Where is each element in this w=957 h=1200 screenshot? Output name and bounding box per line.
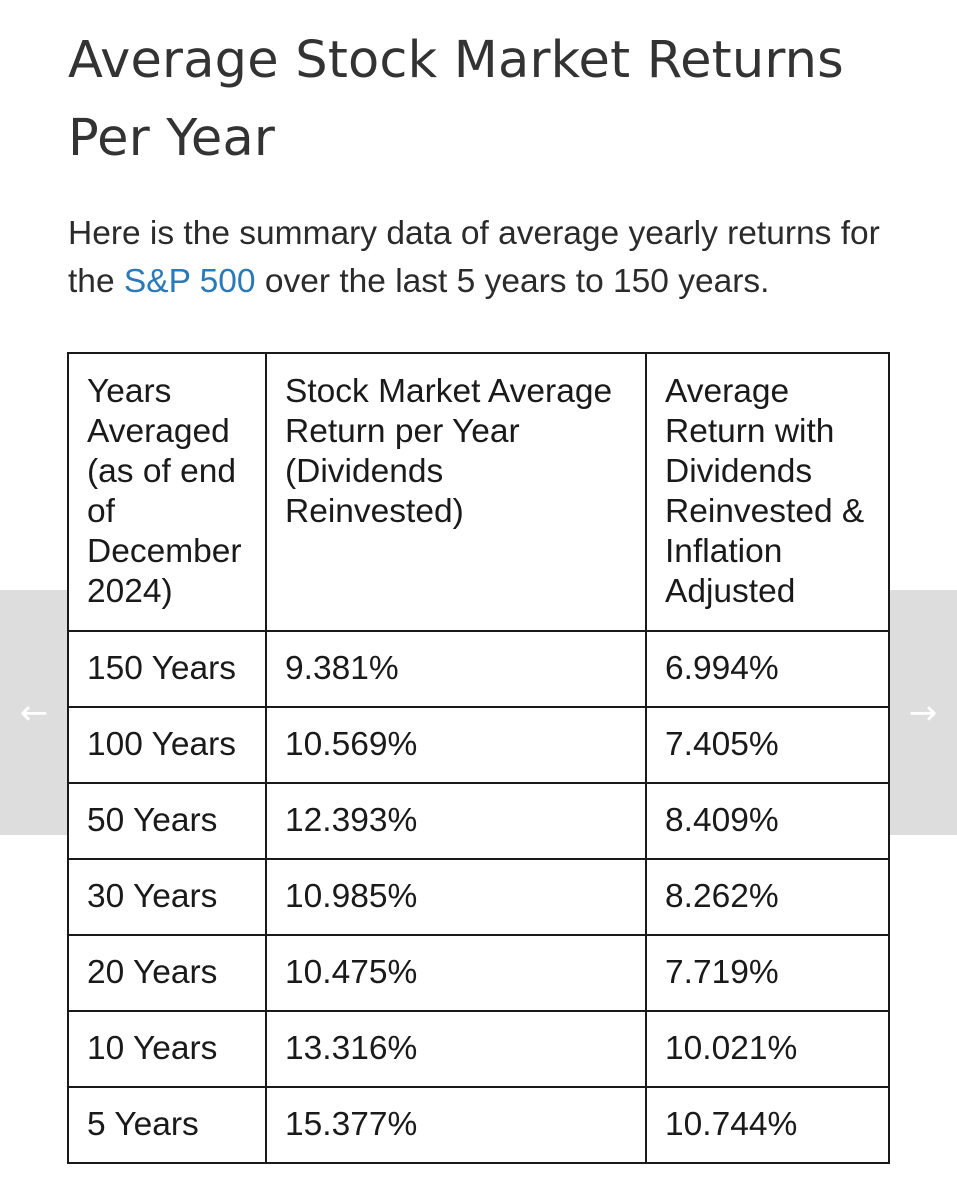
sp500-link[interactable]: S&P 500 [123, 263, 256, 300]
inflation-adjusted-cell: 7.405% [645, 706, 890, 784]
header-inflation-adjusted-return: Average Return with Dividends Reinvested… [645, 352, 890, 632]
years-cell: 50 Years [67, 782, 267, 860]
intro-text-start: Here is the summary data of average year… [68, 215, 880, 300]
header-years-averaged: Years Averaged (as of end of December 20… [67, 352, 267, 632]
table-row: 100 Years 10.569% 7.405% [67, 706, 890, 784]
intro-paragraph: Here is the summary data of average year… [68, 210, 908, 306]
table-row: 5 Years 15.377% 10.744% [67, 1086, 890, 1164]
table-header-row: Years Averaged (as of end of December 20… [67, 352, 890, 632]
inflation-adjusted-cell: 8.409% [645, 782, 890, 860]
average-return-cell: 10.475% [265, 934, 647, 1012]
table-row: 50 Years 12.393% 8.409% [67, 782, 890, 860]
years-cell: 5 Years [67, 1086, 267, 1164]
inflation-adjusted-cell: 7.719% [645, 934, 890, 1012]
inflation-adjusted-cell: 6.994% [645, 630, 890, 708]
average-return-cell: 9.381% [265, 630, 647, 708]
table-row: 10 Years 13.316% 10.021% [67, 1010, 890, 1088]
arrow-left-icon: ← [19, 692, 49, 733]
average-return-cell: 10.985% [265, 858, 647, 936]
years-cell: 10 Years [67, 1010, 267, 1088]
next-button[interactable]: → [889, 590, 957, 835]
average-return-cell: 12.393% [265, 782, 647, 860]
average-return-cell: 13.316% [265, 1010, 647, 1088]
years-cell: 20 Years [67, 934, 267, 1012]
header-average-return: Stock Market Average Return per Year (Di… [265, 352, 647, 632]
intro-text-end: over the last 5 years to 150 years. [255, 263, 770, 300]
table-row: 150 Years 9.381% 6.994% [67, 630, 890, 708]
previous-button[interactable]: ← [0, 590, 68, 835]
returns-table: Years Averaged (as of end of December 20… [67, 352, 890, 1164]
years-cell: 30 Years [67, 858, 267, 936]
years-cell: 150 Years [67, 630, 267, 708]
table-row: 20 Years 10.475% 7.719% [67, 934, 890, 1012]
inflation-adjusted-cell: 10.021% [645, 1010, 890, 1088]
inflation-adjusted-cell: 10.744% [645, 1086, 890, 1164]
table-row: 30 Years 10.985% 8.262% [67, 858, 890, 936]
page-title: Average Stock Market Returns Per Year [68, 31, 844, 168]
average-return-cell: 10.569% [265, 706, 647, 784]
arrow-right-icon: → [908, 692, 938, 733]
average-return-cell: 15.377% [265, 1086, 647, 1164]
years-cell: 100 Years [67, 706, 267, 784]
inflation-adjusted-cell: 8.262% [645, 858, 890, 936]
